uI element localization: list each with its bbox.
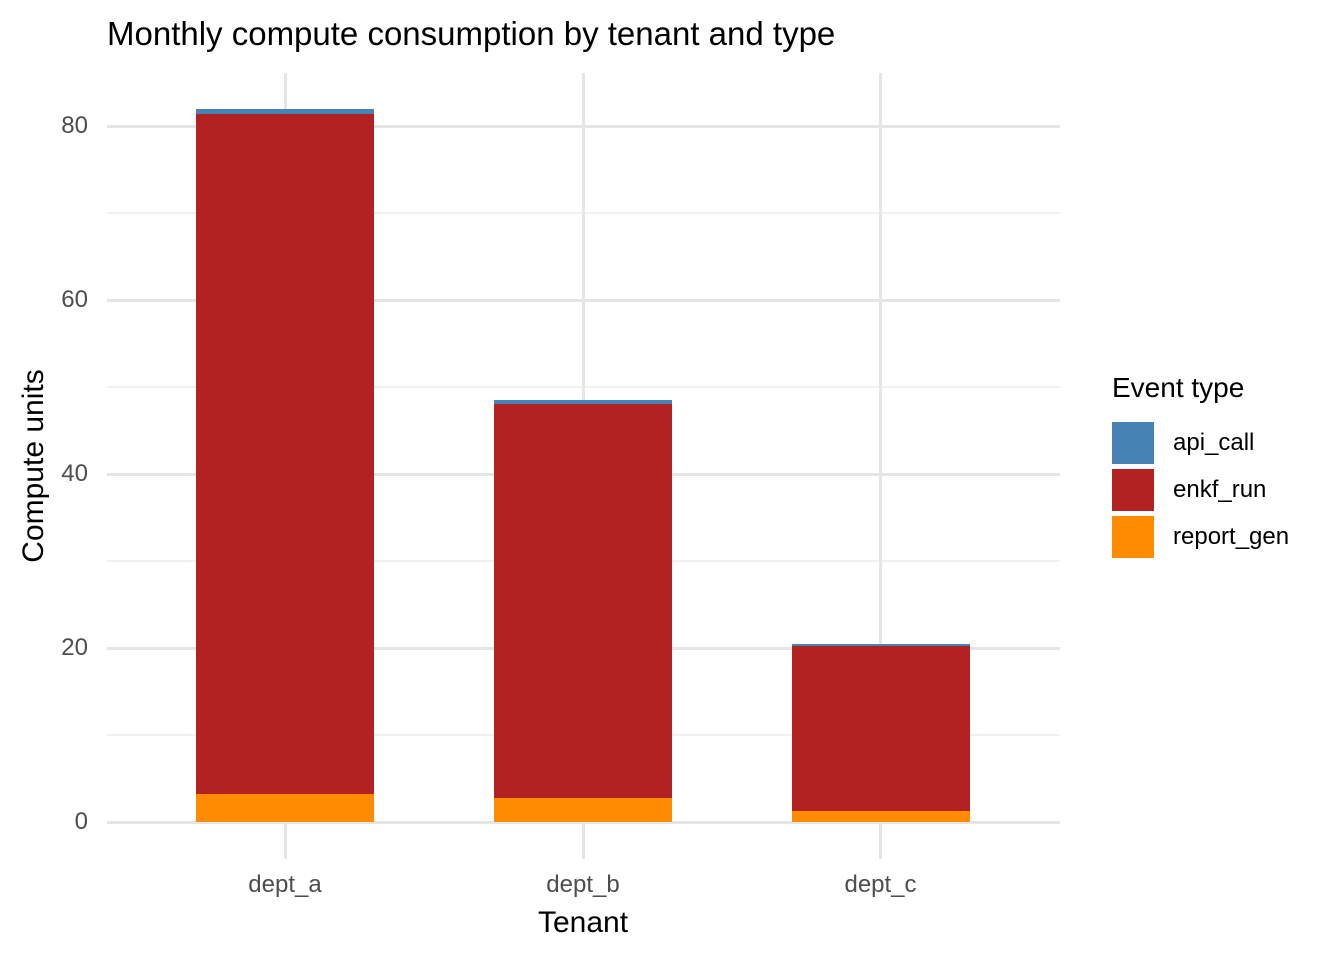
- legend-item-report_gen: report_gen: [1112, 516, 1289, 558]
- x-tick-label: dept_c: [844, 871, 917, 898]
- bar-segment-enkf_run-dept_a: [196, 113, 374, 795]
- legend-items: api_call enkf_run report_gen: [1112, 422, 1289, 558]
- legend-label: enkf_run: [1173, 476, 1267, 503]
- chart-title: Monthly compute consumption by tenant an…: [107, 15, 836, 52]
- legend-item-api_call: api_call: [1112, 422, 1289, 464]
- gridline-vertical: [879, 73, 882, 859]
- y-tick-label: 0: [74, 808, 88, 835]
- bar-segment-api_call-dept_c: [791, 644, 970, 647]
- legend-label: report_gen: [1173, 523, 1290, 550]
- x-tick-label: dept_b: [546, 871, 620, 898]
- y-tick-label: 20: [61, 634, 88, 661]
- x-axis-title: Tenant: [537, 906, 629, 939]
- legend-title: Event type: [1112, 372, 1245, 403]
- legend-swatch-enkf_run: [1112, 469, 1154, 511]
- bar-segment-report_gen-dept_b: [494, 797, 672, 822]
- y-tick-label: 80: [61, 112, 88, 139]
- legend-swatch-api_call: [1112, 422, 1154, 464]
- y-tick-label: 40: [61, 460, 88, 487]
- x-tick-label: dept_a: [248, 871, 322, 898]
- legend-label: api_call: [1173, 429, 1255, 456]
- bar-segment-api_call-dept_b: [494, 400, 672, 404]
- legend-item-enkf_run: enkf_run: [1112, 469, 1289, 511]
- y-tick-label: 60: [61, 286, 88, 313]
- bar-segment-api_call-dept_a: [196, 108, 374, 114]
- bar-segment-report_gen-dept_a: [196, 794, 374, 822]
- bar-segment-report_gen-dept_c: [791, 810, 970, 822]
- y-axis-title: Compute units: [17, 369, 50, 563]
- legend: Event type api_call enkf_run report_gen: [1112, 372, 1289, 563]
- bar-segment-enkf_run-dept_c: [791, 646, 970, 811]
- legend-swatch-report_gen: [1112, 516, 1154, 558]
- bar-segment-enkf_run-dept_b: [494, 403, 672, 798]
